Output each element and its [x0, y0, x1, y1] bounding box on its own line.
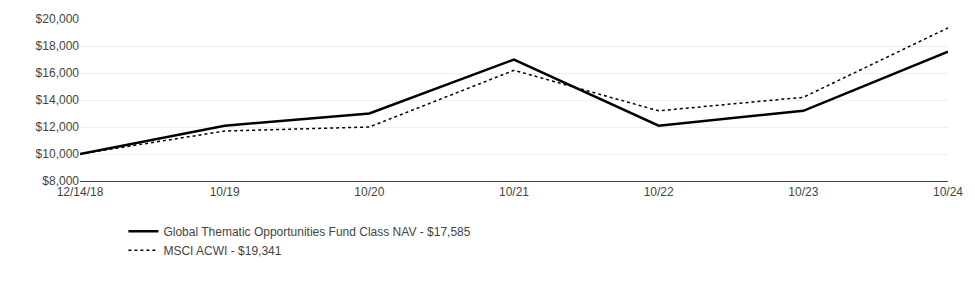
- svg-text:10/19: 10/19: [210, 185, 240, 199]
- svg-text:$10,000: $10,000: [36, 147, 80, 161]
- svg-text:10/20: 10/20: [354, 185, 384, 199]
- svg-text:10/22: 10/22: [644, 185, 674, 199]
- svg-text:$8,000: $8,000: [42, 174, 79, 188]
- svg-text:$18,000: $18,000: [36, 39, 80, 53]
- svg-text:10/23: 10/23: [788, 185, 818, 199]
- svg-text:$12,000: $12,000: [36, 120, 80, 134]
- svg-text:$20,000: $20,000: [36, 12, 80, 26]
- svg-text:10/24: 10/24: [933, 185, 963, 199]
- svg-text:$16,000: $16,000: [36, 66, 80, 80]
- svg-text:Global Thematic Opportunities: Global Thematic Opportunities Fund Class…: [163, 225, 470, 239]
- svg-text:$14,000: $14,000: [36, 93, 80, 107]
- svg-text:12/14/18: 12/14/18: [57, 185, 104, 199]
- svg-text:MSCI ACWI - $19,341: MSCI ACWI - $19,341: [163, 244, 281, 258]
- svg-text:10/21: 10/21: [499, 185, 529, 199]
